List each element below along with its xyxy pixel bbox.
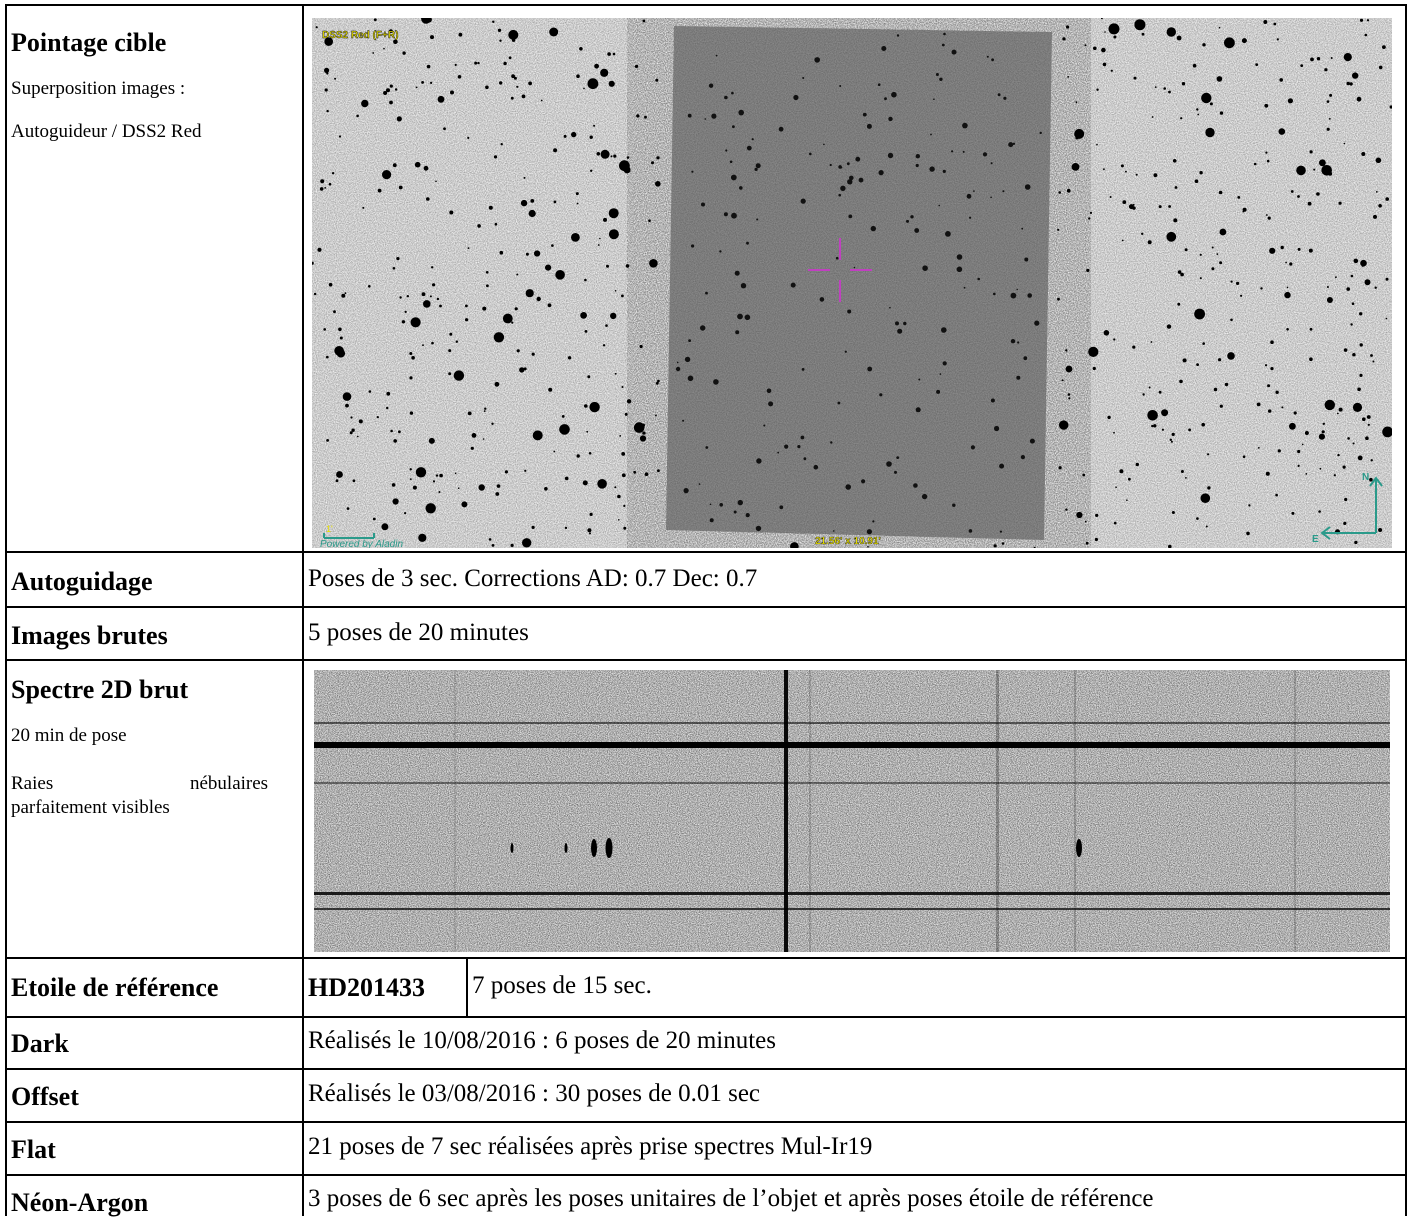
row-note: Superposition images : bbox=[11, 78, 186, 99]
sky-lines bbox=[454, 670, 1296, 952]
scale-bar-icon bbox=[323, 533, 375, 539]
crosshair-icon bbox=[808, 238, 872, 302]
row-label-autoguidage: Autoguidage bbox=[11, 567, 153, 596]
aladin-credit: Powered by Aladin bbox=[320, 539, 403, 548]
row-value: Réalisés le 10/08/2016 : 6 poses de 20 m… bbox=[308, 1027, 777, 1054]
table-border-left bbox=[5, 4, 7, 1216]
row-value: Réalisés le 03/08/2016 : 30 poses de 0.0… bbox=[308, 1080, 761, 1107]
row-label-flat: Flat bbox=[11, 1135, 56, 1164]
row-divider bbox=[5, 1174, 1407, 1176]
scale-label: 1' bbox=[326, 524, 333, 534]
row-label-pointage: Pointage cible bbox=[11, 28, 167, 57]
survey-label: DSS2 Red (F+R) bbox=[322, 30, 398, 41]
row-divider bbox=[5, 1121, 1407, 1123]
table-border-right bbox=[1405, 4, 1407, 1216]
row-divider bbox=[5, 659, 1407, 661]
row-label-images-brutes: Images brutes bbox=[11, 621, 168, 650]
nebular-emission-lines bbox=[510, 838, 1082, 858]
row-value: Poses de 3 sec. Corrections AD: 0.7 Dec:… bbox=[308, 565, 758, 592]
spectrum-traces bbox=[314, 722, 1390, 910]
row-divider bbox=[5, 606, 1407, 608]
row-divider bbox=[5, 1068, 1407, 1070]
compass-north: N bbox=[1362, 472, 1369, 483]
row-label-dark: Dark bbox=[11, 1029, 69, 1058]
row-divider bbox=[5, 551, 1407, 553]
reference-star-name: HD201433 bbox=[308, 973, 425, 1002]
row-label-etoile: Etoile de référence bbox=[11, 973, 219, 1002]
row-note: Raies bbox=[11, 773, 54, 794]
row-label-neon-argon: Néon-Argon bbox=[11, 1188, 149, 1217]
row-label-offset: Offset bbox=[11, 1082, 79, 1111]
overlay-stars bbox=[675, 32, 1042, 535]
column-divider bbox=[302, 4, 304, 1216]
row-divider bbox=[5, 957, 1407, 959]
row-value: 5 poses de 20 minutes bbox=[308, 619, 529, 646]
compass-east: E bbox=[1312, 534, 1319, 545]
row-label-spectre: Spectre 2D brut bbox=[11, 675, 189, 704]
compass-icon bbox=[1320, 476, 1383, 540]
star-field-image: DSS2 Red (F+R) 1' Powered by Aladin 21.5… bbox=[312, 18, 1392, 548]
row-value: 21 poses de 7 sec réalisées après prise … bbox=[308, 1133, 873, 1160]
fov-label: 21.56' x 10.91' bbox=[815, 536, 881, 547]
row-value: 7 poses de 15 sec. bbox=[472, 972, 652, 999]
row-note: 20 min de pose bbox=[11, 725, 127, 746]
row-note: nébulaires bbox=[190, 773, 269, 794]
table-border-top bbox=[5, 4, 1407, 6]
row-value: 3 poses de 6 sec après les poses unitair… bbox=[308, 1185, 1154, 1212]
spectrum-2d-image bbox=[314, 670, 1390, 952]
row-note: Autoguideur / DSS2 Red bbox=[11, 121, 202, 142]
background-stars bbox=[312, 18, 1392, 548]
star-column-divider bbox=[466, 958, 468, 1017]
row-note: parfaitement visibles bbox=[11, 797, 170, 818]
row-divider bbox=[5, 1016, 1407, 1018]
